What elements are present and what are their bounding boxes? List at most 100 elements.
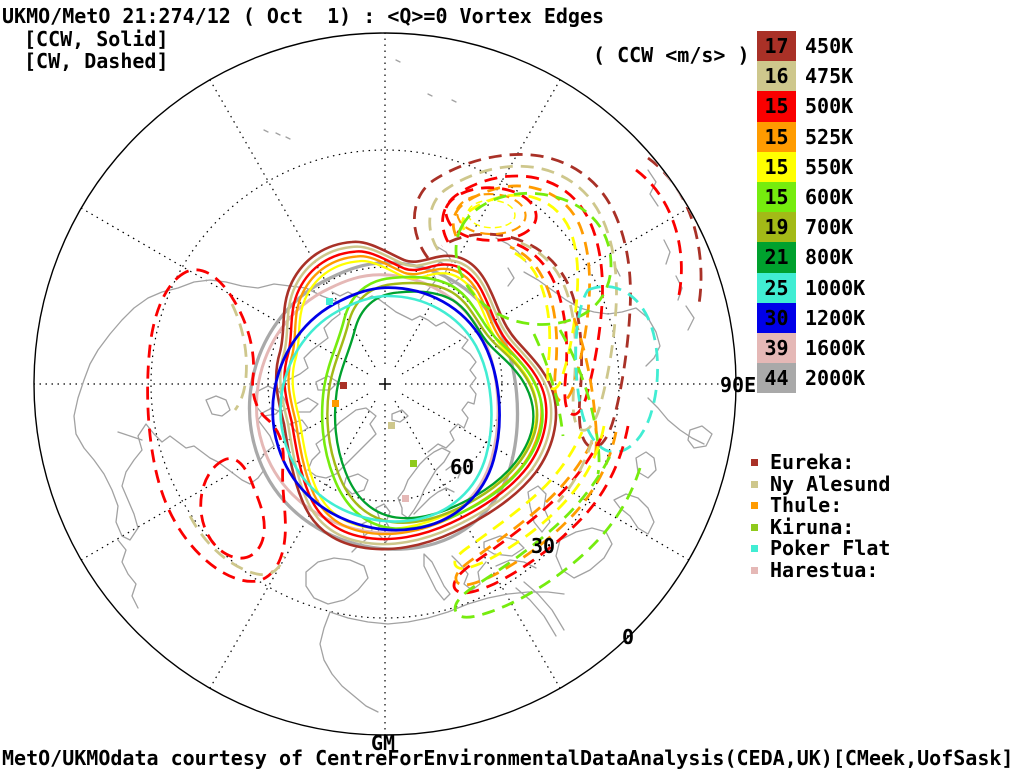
legend-wind-value: 21: [764, 245, 789, 270]
legend-theta-label: 2000K: [805, 366, 866, 391]
station-row: Ny Alesund: [751, 471, 891, 496]
station-swatch: [751, 566, 758, 574]
legend-theta-label: 1000K: [805, 275, 866, 300]
legend-row: 39 1600K: [757, 332, 866, 364]
station-swatch: [751, 459, 758, 467]
contour-dashed-525k-comma: [451, 184, 591, 403]
station-list: Eureka: Ny Alesund Thule: Kiruna: Poker …: [751, 450, 891, 582]
subtitle-cw-dashed: [CW, Dashed]: [24, 49, 169, 73]
coast-north-africa: [319, 591, 565, 713]
map-labels: 90E GM 60 30 0: [371, 373, 756, 755]
legend-color-box: 21: [757, 242, 796, 273]
legend-wind-value: 30: [764, 305, 789, 330]
coastlines: [73, 59, 713, 713]
legend-color-box: 15: [757, 91, 796, 122]
station-swatch: [751, 480, 758, 488]
legend-color-box: 30: [757, 302, 796, 333]
legend-theta-label: 600K: [805, 184, 854, 209]
contour-dashed-525k-hairpin: [454, 431, 618, 587]
label-90e: 90E: [720, 373, 756, 397]
legend-theta-label: 1200K: [805, 305, 866, 330]
legend-wind-value: 15: [764, 94, 789, 119]
station-name: Eureka:: [770, 450, 855, 474]
label-lat-0: 0: [622, 625, 634, 649]
coast-greenland: [307, 407, 377, 479]
station-name: Kiruna:: [770, 514, 855, 539]
legend-theta-label: 525K: [805, 124, 854, 149]
station-marker-kiruna: [410, 460, 417, 467]
legend-row: 15 600K: [757, 181, 865, 213]
contour-dashed-500k-edge-arc: [635, 168, 683, 296]
station-marker-ny-alesund: [388, 422, 395, 429]
legend-row: 16 475K: [757, 61, 865, 92]
contour-dashed-600k-loop: [454, 191, 613, 326]
legend-wind-value: 15: [764, 124, 789, 149]
legend-row: 15 500K: [757, 91, 865, 122]
legend-color-box: 17: [757, 31, 796, 62]
legend-wind-value: 15: [764, 184, 789, 209]
station-name: Thule:: [770, 493, 843, 517]
coast-south-america: [117, 431, 143, 609]
station-swatch: [751, 523, 758, 531]
latitude-circle-60n: [267, 266, 503, 502]
subtitle-ccw-solid: [CCW, Solid]: [24, 27, 169, 51]
station-marker-thule: [332, 400, 339, 407]
station-row: Thule:: [751, 493, 890, 517]
legend-theta-label: 800K: [805, 245, 854, 270]
contour-dashed-600k-tail-a: [558, 329, 601, 475]
coast-philippines: [615, 169, 695, 331]
legend-theta-label: 550K: [805, 154, 854, 179]
contour-dashed-1000k-loop: [574, 285, 659, 454]
legend-color-box: 39: [757, 332, 796, 364]
map-boundary-circle: [33, 32, 737, 736]
contour-dashed-550k-hairpin: [453, 425, 606, 570]
legend-theta-label: 475K: [805, 64, 854, 89]
legend-theta-label: 450K: [805, 34, 854, 58]
credit-line: MetO/UKMOdata courtesy of CentreForEnvir…: [2, 746, 1014, 770]
station-row: Eureka:: [751, 450, 890, 474]
contours-dashed-cw: [146, 153, 703, 619]
contour-dashed-500k-west-inner-loop: [199, 457, 266, 560]
label-lat-60: 60: [450, 455, 474, 479]
legend-row: 17 450K: [757, 31, 865, 62]
contour-dashed-475k-hairpin-arc: [556, 439, 594, 503]
station-marker-harestua: [402, 495, 409, 502]
legend-wind-value: 15: [764, 154, 789, 179]
legend-row: 30 1200K: [757, 302, 866, 333]
station-row: Harestua:: [751, 557, 890, 582]
station-name: Ny Alesund: [770, 471, 891, 496]
legend-color-box: 25: [757, 272, 796, 303]
graticule: [34, 33, 736, 735]
contour-dashed-475k-west-arc-b: [230, 303, 248, 411]
contour-dashed-450k-edge-arc: [647, 156, 703, 305]
legend-color-box: 44: [757, 363, 796, 394]
legend-wind-value: 44: [764, 366, 789, 391]
contour-dashed-550k-inner-ellipse: [467, 199, 516, 229]
contour-dashed-450k-comma: [413, 153, 632, 449]
coast-small-islands: [263, 59, 457, 140]
contour-dashed-475k-comma: [428, 164, 618, 432]
contour-dashed-475k-west-arc-a: [188, 515, 286, 577]
station-map-markers: [326, 298, 417, 502]
latitude-circle-30n: [150, 149, 620, 619]
legend-color-box: 19: [757, 212, 796, 243]
station-name: Harestua:: [770, 557, 879, 582]
contour-dashed-600k-tail-b: [532, 333, 565, 437]
contour-dashed-525k-tail: [572, 317, 598, 463]
coast-italy-balkans: [423, 553, 487, 601]
station-row: Poker Flat: [751, 536, 891, 560]
contour-dashed-500k-hairpin: [452, 425, 630, 595]
legend-theta-label: 1600K: [805, 335, 866, 360]
coast-scandinavia: [397, 447, 463, 519]
legend-row: 44 2000K: [757, 363, 866, 394]
coast-svalbard: [391, 409, 409, 423]
contour-dashed-600k-hairpin: [453, 451, 642, 619]
station-name: Poker Flat: [770, 536, 891, 560]
station-marker-poker-flat: [326, 298, 333, 305]
coast-great-lakes: [205, 395, 231, 417]
legend-theta-label: 700K: [805, 215, 854, 240]
station-row: Kiruna:: [751, 514, 890, 539]
pole-cross-marker: [379, 378, 391, 390]
contour-solid-1000k: [279, 294, 493, 523]
